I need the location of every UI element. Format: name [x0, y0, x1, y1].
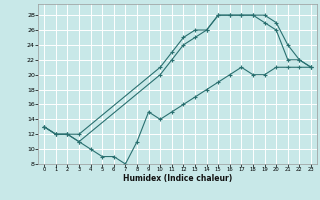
X-axis label: Humidex (Indice chaleur): Humidex (Indice chaleur): [123, 174, 232, 183]
